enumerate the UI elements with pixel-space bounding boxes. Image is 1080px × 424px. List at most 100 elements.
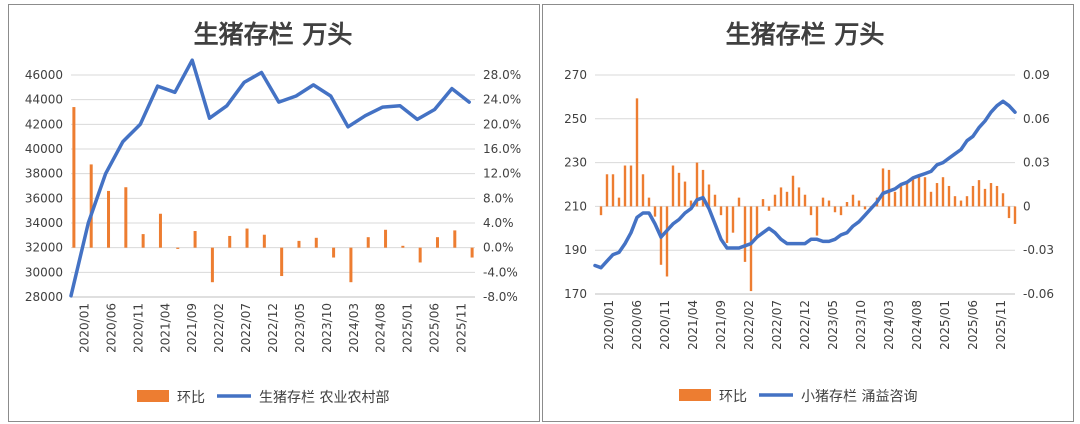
bar — [141, 234, 145, 248]
bar — [349, 247, 353, 283]
bar — [941, 177, 945, 207]
y-right-tick-label: 28.0% — [483, 68, 521, 82]
bar — [815, 206, 819, 236]
bar — [761, 199, 765, 207]
y-right-tick-label: -0.03 — [1023, 243, 1054, 257]
bar — [418, 247, 422, 263]
bar — [749, 206, 753, 292]
bar — [641, 174, 645, 207]
bar — [605, 174, 609, 207]
legend-swatch-bar — [137, 390, 169, 402]
bar — [989, 183, 993, 207]
bar — [719, 206, 723, 216]
y-right-tick-label: 0 — [1023, 199, 1031, 213]
x-tick-label: 2025/01 — [938, 300, 952, 350]
y-left-tick-label: 28000 — [25, 290, 63, 304]
x-tick-label: 2020/11 — [131, 303, 145, 353]
x-tick-label: 2020/06 — [630, 300, 644, 350]
bar — [72, 107, 76, 248]
y-right-tick-label: -0.06 — [1023, 287, 1054, 301]
y-left-tick-label: 250 — [564, 112, 587, 126]
y-left-tick-label: 170 — [564, 287, 587, 301]
x-tick-label: 2025/06 — [966, 300, 980, 350]
bar — [797, 187, 801, 207]
y-right-tick-label: 16.0% — [483, 142, 521, 156]
bar — [947, 185, 951, 207]
legend-swatch-bar — [679, 389, 711, 401]
bar — [881, 168, 885, 207]
bar — [280, 247, 284, 277]
bar — [845, 202, 849, 207]
bar — [977, 180, 981, 207]
bar — [953, 196, 957, 207]
bar — [893, 191, 897, 207]
bar — [617, 197, 621, 207]
bar — [809, 206, 813, 216]
chart-title: 生猪存栏 万头 — [194, 20, 353, 49]
bar — [611, 174, 615, 207]
bar — [158, 213, 162, 248]
x-tick-label: 2024/03 — [882, 300, 896, 350]
bar — [107, 190, 111, 248]
chart-right-svg: 生猪存栏 万头 270 250 230 210 190 170 0.09 0.06 0.03 0 -0… — [564, 20, 1054, 405]
y-right-tick-label: 12.0% — [483, 167, 521, 181]
y-left-tick-label: 38000 — [25, 167, 63, 181]
bar — [262, 234, 266, 248]
x-tick-label: 2025/06 — [428, 303, 442, 353]
x-tick-label: 2021/09 — [714, 300, 728, 350]
x-tick-label: 2020/11 — [658, 300, 672, 350]
x-tick-label: 2022/07 — [239, 303, 253, 353]
bar — [401, 245, 405, 248]
bar — [701, 169, 705, 207]
y-left-tick-label: 210 — [564, 199, 587, 213]
bar — [695, 162, 699, 207]
x-tick-label: 2021/09 — [185, 303, 199, 353]
bar — [599, 206, 603, 216]
x-tick-label: 2021/04 — [158, 303, 172, 353]
bar — [725, 206, 729, 243]
x-tick-label: 2025/01 — [401, 303, 415, 353]
y-right-tick-label: 8.0% — [483, 191, 514, 205]
y-left-tick-label: 42000 — [25, 117, 63, 131]
y-right-tick-label: 0.03 — [1023, 156, 1050, 170]
chart-left-svg: 生猪存栏 万头 46000 44000 42000 40000 38000 36000 340… — [25, 20, 521, 406]
bar — [863, 206, 867, 210]
bar — [647, 197, 651, 207]
bar — [193, 231, 197, 248]
bar — [911, 177, 915, 207]
y-right-tick-label: 4.0% — [483, 216, 514, 230]
y-left-tick-label: 30000 — [25, 265, 63, 279]
bar — [176, 247, 180, 249]
bar — [332, 247, 336, 258]
bar — [917, 174, 921, 207]
bar — [779, 187, 783, 207]
y-left-tick-label: 270 — [564, 68, 587, 82]
y-left-tick-label: 32000 — [25, 241, 63, 255]
bar — [995, 185, 999, 207]
bar — [707, 184, 711, 207]
bar — [677, 172, 681, 207]
x-tick-label: 2022/02 — [742, 300, 756, 350]
chart-panel-left: 生猪存栏 万头 46000 44000 42000 40000 38000 36000 340… — [8, 4, 540, 422]
bar — [713, 194, 717, 207]
chart-panel-right: 生猪存栏 万头 270 250 230 210 190 170 0.09 0.06 0.03 0 -0… — [542, 4, 1074, 422]
bar — [314, 237, 318, 248]
y-left-tick-label: 36000 — [25, 191, 63, 205]
bar — [1007, 206, 1011, 219]
bar — [453, 230, 457, 248]
x-tick-label: 2025/11 — [455, 303, 469, 353]
bar — [623, 165, 627, 207]
x-tick-label: 2022/07 — [770, 300, 784, 350]
y-right-tick-label: 0.06 — [1023, 112, 1050, 126]
legend-label: 环比 — [177, 390, 205, 406]
bar — [743, 206, 747, 262]
bar — [470, 247, 474, 258]
bar — [929, 191, 933, 207]
legend-label: 小猪存栏 涌益咨询 — [801, 389, 917, 405]
x-tick-label: 2024/03 — [347, 303, 361, 353]
x-tick-label: 2023/05 — [293, 303, 307, 353]
bar — [923, 177, 927, 207]
bar — [731, 206, 735, 233]
bar — [1013, 206, 1017, 224]
